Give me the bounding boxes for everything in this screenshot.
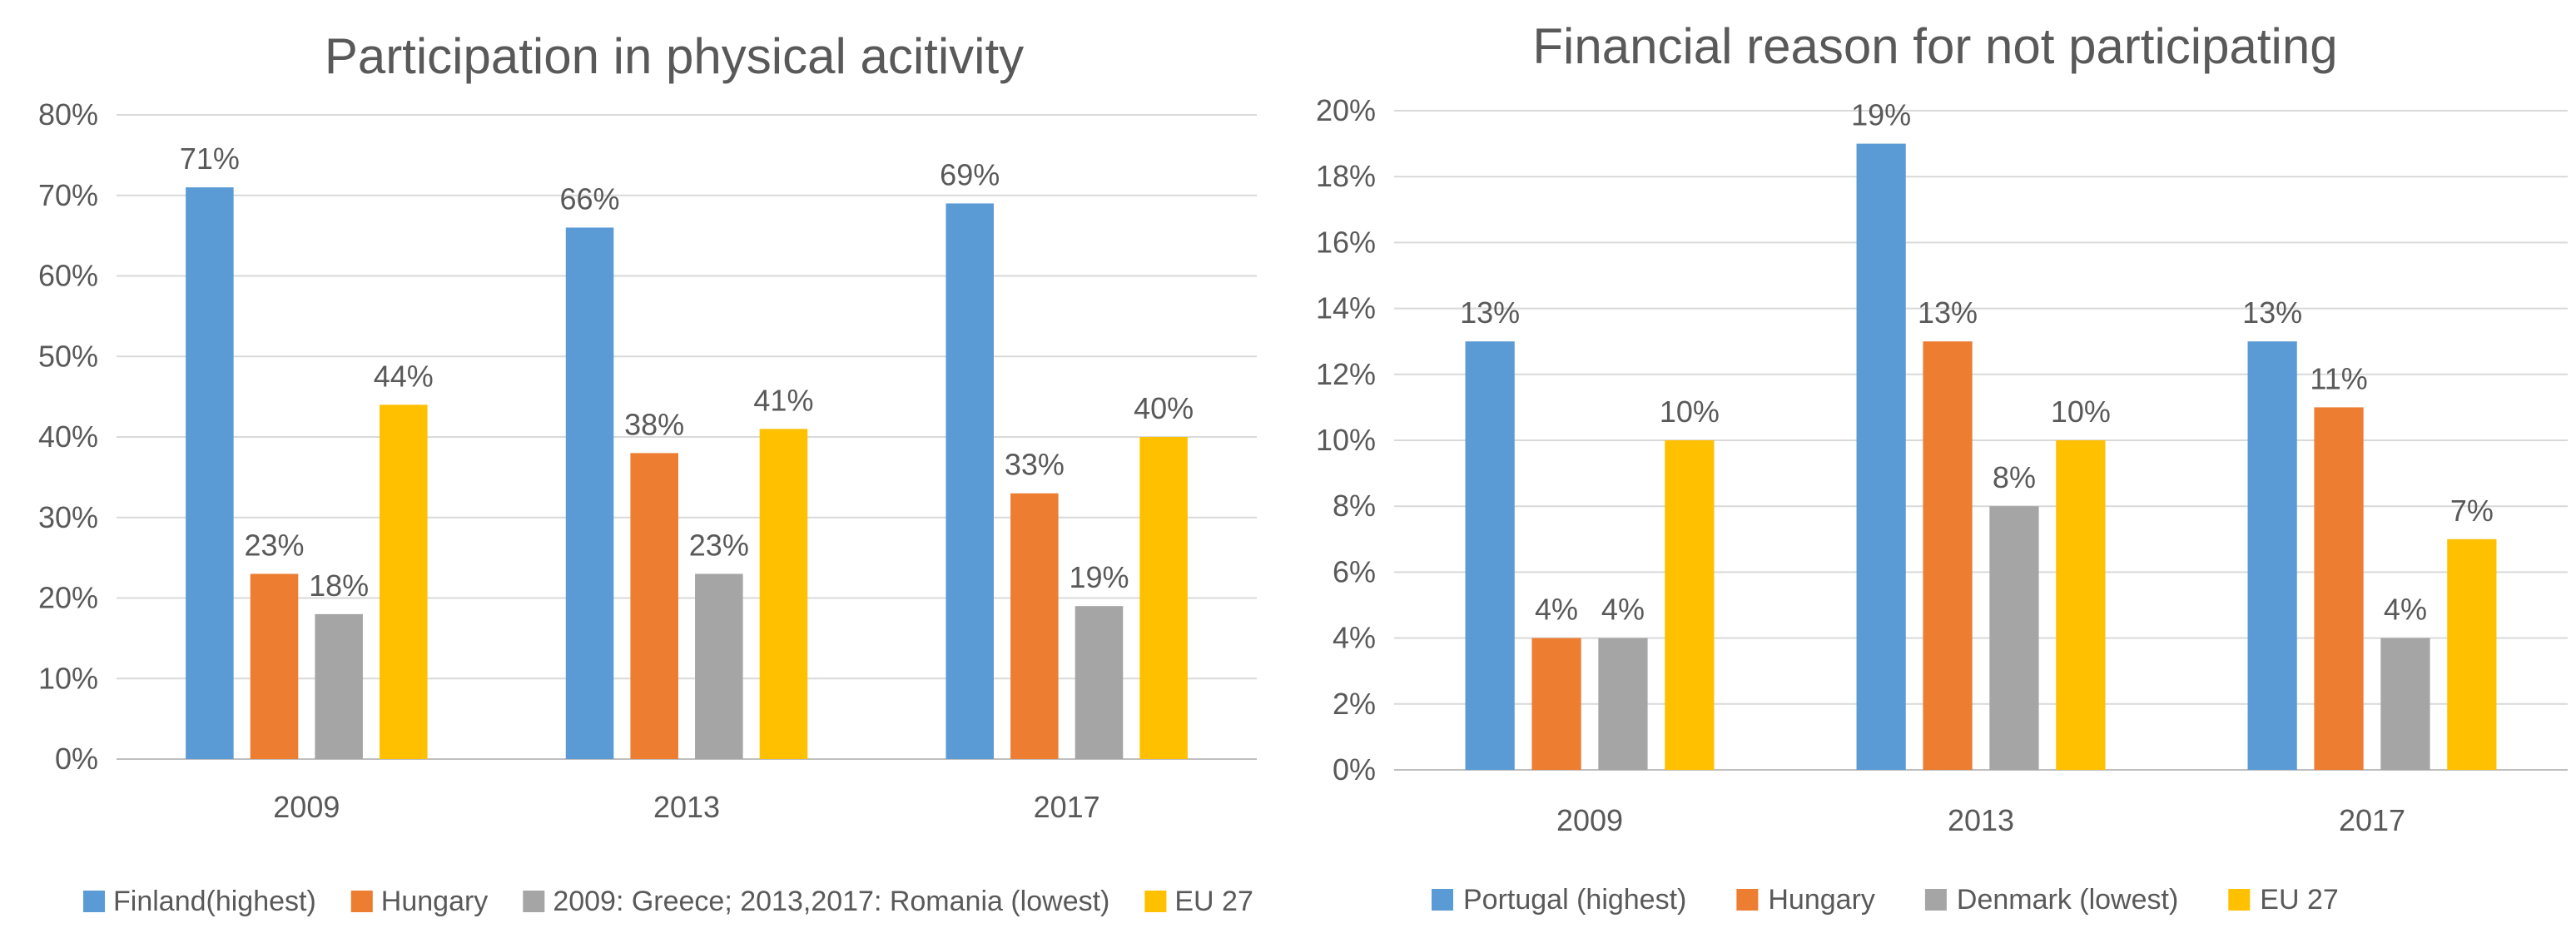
financial-reason-chart-svg: Financial reason for not participating 0%… — [1316, 18, 2568, 916]
legend-label: Hungary — [1768, 884, 1875, 916]
bar — [695, 573, 743, 759]
x-tick-label: 2013 — [1948, 803, 2014, 837]
x-tick-label: 2017 — [1034, 790, 1100, 824]
legend-swatch — [2228, 889, 2251, 911]
data-label: 8% — [1993, 460, 2036, 494]
y-tick-label: 20% — [1316, 93, 1376, 127]
x-tick-label: 2009 — [1556, 803, 1623, 837]
data-label: 66% — [560, 181, 620, 216]
legend-label: Hungary — [381, 886, 489, 917]
chart-title: Financial reason for not participating — [1532, 18, 2337, 74]
bar — [1856, 143, 1906, 771]
bar — [1598, 638, 1648, 770]
legend-swatch — [523, 891, 545, 912]
data-label: 7% — [2450, 494, 2494, 528]
y-tick-label: 8% — [1333, 489, 1376, 523]
data-label: 33% — [1005, 448, 1065, 482]
bar — [946, 203, 994, 760]
bar — [1075, 606, 1124, 759]
legend-label: Denmark (lowest) — [1957, 884, 2178, 916]
legend-label: Finland(highest) — [113, 886, 316, 917]
bar — [630, 453, 678, 759]
y-tick-label: 12% — [1316, 357, 1376, 391]
data-label: 23% — [244, 528, 304, 562]
legend-swatch — [350, 891, 373, 912]
y-tick-label: 30% — [38, 500, 98, 534]
legend-swatch — [1924, 889, 1947, 911]
bar — [1665, 440, 1715, 770]
data-label: 4% — [1601, 593, 1645, 627]
bar — [1010, 493, 1059, 759]
y-tick-label: 4% — [1333, 621, 1376, 655]
data-label: 44% — [374, 359, 434, 393]
data-label: 4% — [1535, 593, 1578, 627]
bar — [1989, 506, 2039, 770]
bar — [380, 405, 428, 759]
chart-financial-reason: Financial reason for not participating 0%… — [1294, 0, 2576, 948]
y-tick-label: 2% — [1333, 687, 1376, 721]
y-tick-label: 80% — [38, 97, 98, 132]
y-tick-label: 6% — [1333, 554, 1376, 588]
bar — [2247, 341, 2297, 770]
legend-swatch — [83, 891, 105, 912]
data-label: 23% — [689, 528, 749, 562]
chart-participation: Participation in physical acitivity 0% 10%… — [0, 0, 1282, 948]
bar — [1531, 638, 1581, 770]
y-tick-label: 10% — [38, 661, 98, 695]
data-label: 71% — [180, 141, 240, 176]
data-label: 41% — [753, 383, 813, 417]
data-label: 19% — [1069, 560, 1129, 594]
bar — [2447, 539, 2497, 770]
y-tick-label: 20% — [38, 581, 98, 615]
bar — [759, 429, 808, 759]
legend-swatch — [1736, 889, 1759, 911]
data-label: 19% — [1851, 98, 1911, 132]
y-tick-label: 40% — [38, 419, 98, 454]
data-label: 38% — [624, 407, 684, 441]
data-label: 10% — [2051, 395, 2111, 429]
x-tick-label: 2013 — [653, 790, 720, 824]
data-label: 40% — [1134, 391, 1194, 425]
legend-label: EU 27 — [1174, 886, 1253, 917]
bar — [1465, 341, 1515, 770]
legend-swatch — [1432, 889, 1453, 911]
bar — [1923, 341, 1973, 770]
bar — [2314, 407, 2364, 770]
y-tick-label: 18% — [1316, 159, 1376, 193]
y-tick-label: 60% — [38, 259, 98, 293]
bar — [565, 227, 614, 759]
data-label: 10% — [1660, 395, 1720, 429]
data-label: 11% — [2310, 361, 2367, 395]
participation-chart-svg: Participation in physical acitivity 0% 10%… — [38, 28, 1257, 917]
legend-swatch — [1144, 891, 1167, 912]
y-tick-label: 16% — [1316, 225, 1376, 259]
data-label: 69% — [940, 157, 1000, 191]
bar — [2380, 638, 2430, 770]
y-tick-label: 0% — [1333, 752, 1376, 787]
legend-label: 2009: Greece; 2013,2017: Romania (lowest… — [553, 886, 1109, 917]
legend-label: EU 27 — [2260, 884, 2339, 916]
bar — [186, 187, 234, 759]
data-label: 4% — [2384, 593, 2427, 627]
chart-title: Participation in physical acitivity — [325, 28, 1024, 84]
y-tick-label: 10% — [1316, 423, 1376, 457]
x-tick-label: 2009 — [273, 790, 340, 824]
legend-label: Portugal (highest) — [1463, 884, 1686, 916]
bar — [2056, 440, 2106, 770]
y-tick-label: 0% — [55, 742, 98, 776]
bar — [1139, 437, 1188, 759]
data-label: 13% — [1918, 295, 1978, 330]
x-tick-label: 2017 — [2339, 803, 2405, 837]
y-tick-label: 70% — [38, 178, 98, 212]
y-tick-label: 50% — [38, 339, 98, 373]
data-label: 13% — [2242, 295, 2302, 330]
bar — [315, 613, 363, 759]
bar — [250, 573, 299, 759]
y-tick-label: 14% — [1316, 291, 1376, 325]
data-label: 13% — [1460, 295, 1520, 330]
data-label: 18% — [309, 568, 369, 603]
